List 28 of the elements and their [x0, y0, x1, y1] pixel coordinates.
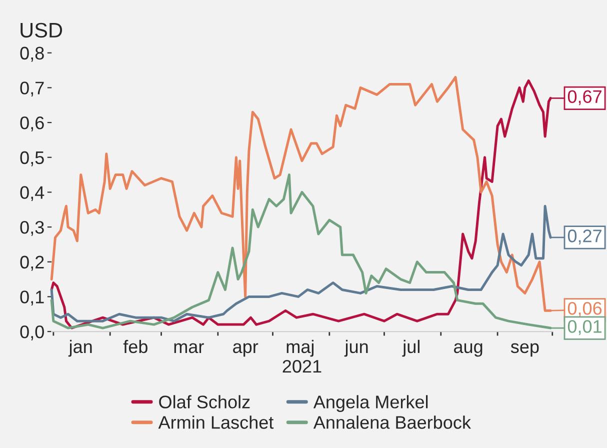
x-tick-label: mar: [174, 343, 204, 354]
y-tick-label: 0,5: [20, 151, 44, 166]
y-tick-label: 0,8: [20, 46, 44, 62]
x-tick-label: feb: [123, 340, 148, 354]
x-tick-label: maj: [286, 340, 314, 357]
y-tick-label: 0,7: [20, 82, 44, 97]
x-axis-title: 2021: [282, 360, 322, 373]
y-tick-label: 0,0: [20, 325, 44, 340]
x-tick-label: apr: [233, 343, 258, 357]
y-tick-label: 0,4: [20, 186, 44, 202]
x-tick-label: jul: [402, 340, 420, 357]
x-tick-label: aug: [454, 343, 482, 357]
annotation: 0,27: [568, 230, 602, 244]
annotation: 0,01: [568, 320, 602, 336]
y-axis-title: USD: [20, 22, 62, 38]
x-tick-label: jun: [344, 340, 368, 357]
y-tick-label: 0,2: [20, 256, 44, 271]
y-tick-label: 0,3: [20, 220, 44, 236]
legend-label: Angela Merkel: [313, 395, 428, 412]
x-tick-label: sep: [510, 343, 539, 357]
annotation: 0,06: [568, 302, 602, 317]
y-tick-label: 0,6: [20, 116, 44, 132]
annotation: 0,67: [568, 90, 602, 106]
x-tick-label: jan: [68, 340, 92, 357]
legend-label: Armin Laschet: [158, 416, 274, 429]
legend-label: Annalena Baerbock: [313, 416, 472, 429]
y-tick-label: 0,1: [20, 290, 44, 306]
legend-label: Olaf Scholz: [159, 395, 250, 408]
